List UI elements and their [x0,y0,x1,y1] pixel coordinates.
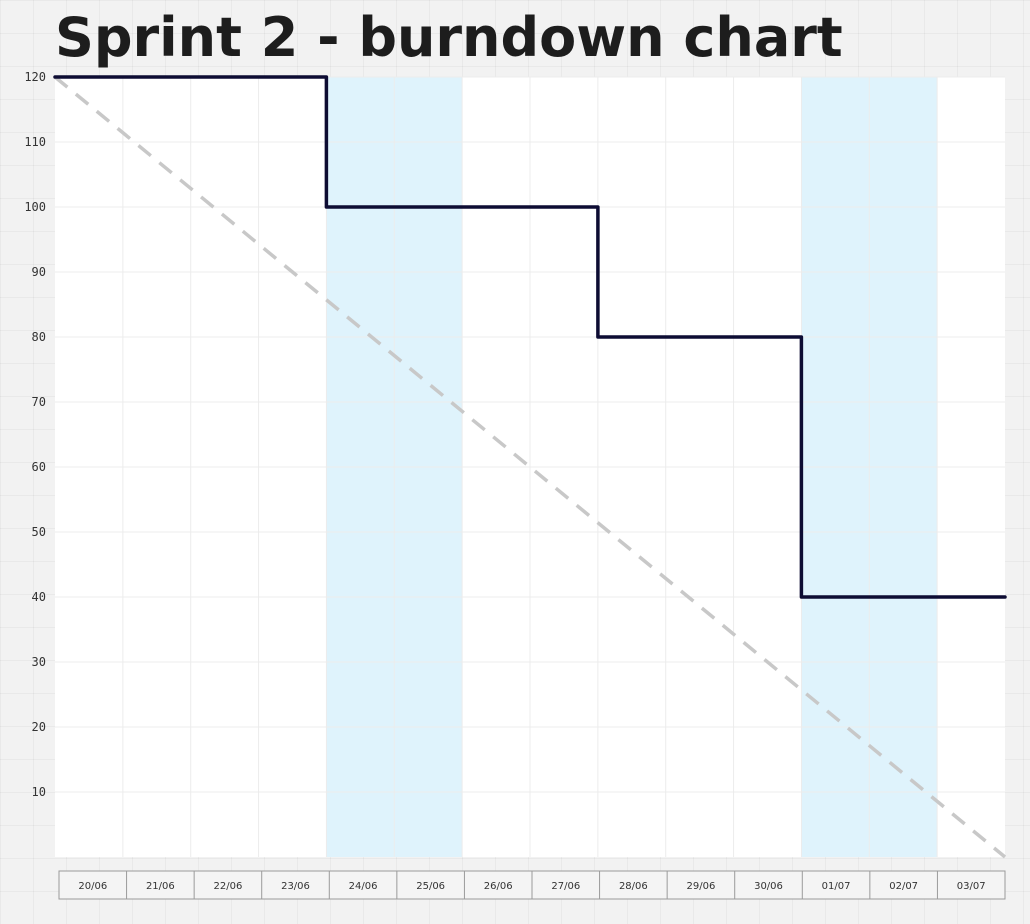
y-tick-label: 10 [32,785,46,799]
x-tick-label: 28/06 [619,881,648,892]
x-tick-label: 02/07 [889,881,918,892]
chart-title: Sprint 2 - burndown chart [55,6,843,69]
y-tick-label: 60 [32,460,46,474]
y-tick-label: 100 [24,200,46,214]
x-tick-label: 03/07 [957,881,986,892]
y-tick-label: 50 [32,525,46,539]
x-tick-label: 20/06 [78,881,107,892]
x-tick-label: 23/06 [281,881,310,892]
y-tick-label: 90 [32,265,46,279]
y-tick-label: 20 [32,720,46,734]
y-tick-label: 40 [32,590,46,604]
x-tick-label: 29/06 [687,881,716,892]
y-tick-label: 110 [24,135,46,149]
x-tick-label: 30/06 [754,881,783,892]
x-tick-label: 21/06 [146,881,175,892]
x-tick-label: 25/06 [416,881,445,892]
x-tick-label: 01/07 [822,881,851,892]
x-tick-label: 24/06 [349,881,378,892]
y-tick-label: 70 [32,395,46,409]
ideal-burndown-line [53,75,1007,859]
x-tick-label: 26/06 [484,881,513,892]
y-tick-label: 120 [24,70,46,84]
actual-burndown-line [53,75,1007,599]
x-tick-label: 27/06 [551,881,580,892]
y-tick-label: 30 [32,655,46,669]
y-tick-label: 80 [32,330,46,344]
x-tick-label: 22/06 [214,881,243,892]
